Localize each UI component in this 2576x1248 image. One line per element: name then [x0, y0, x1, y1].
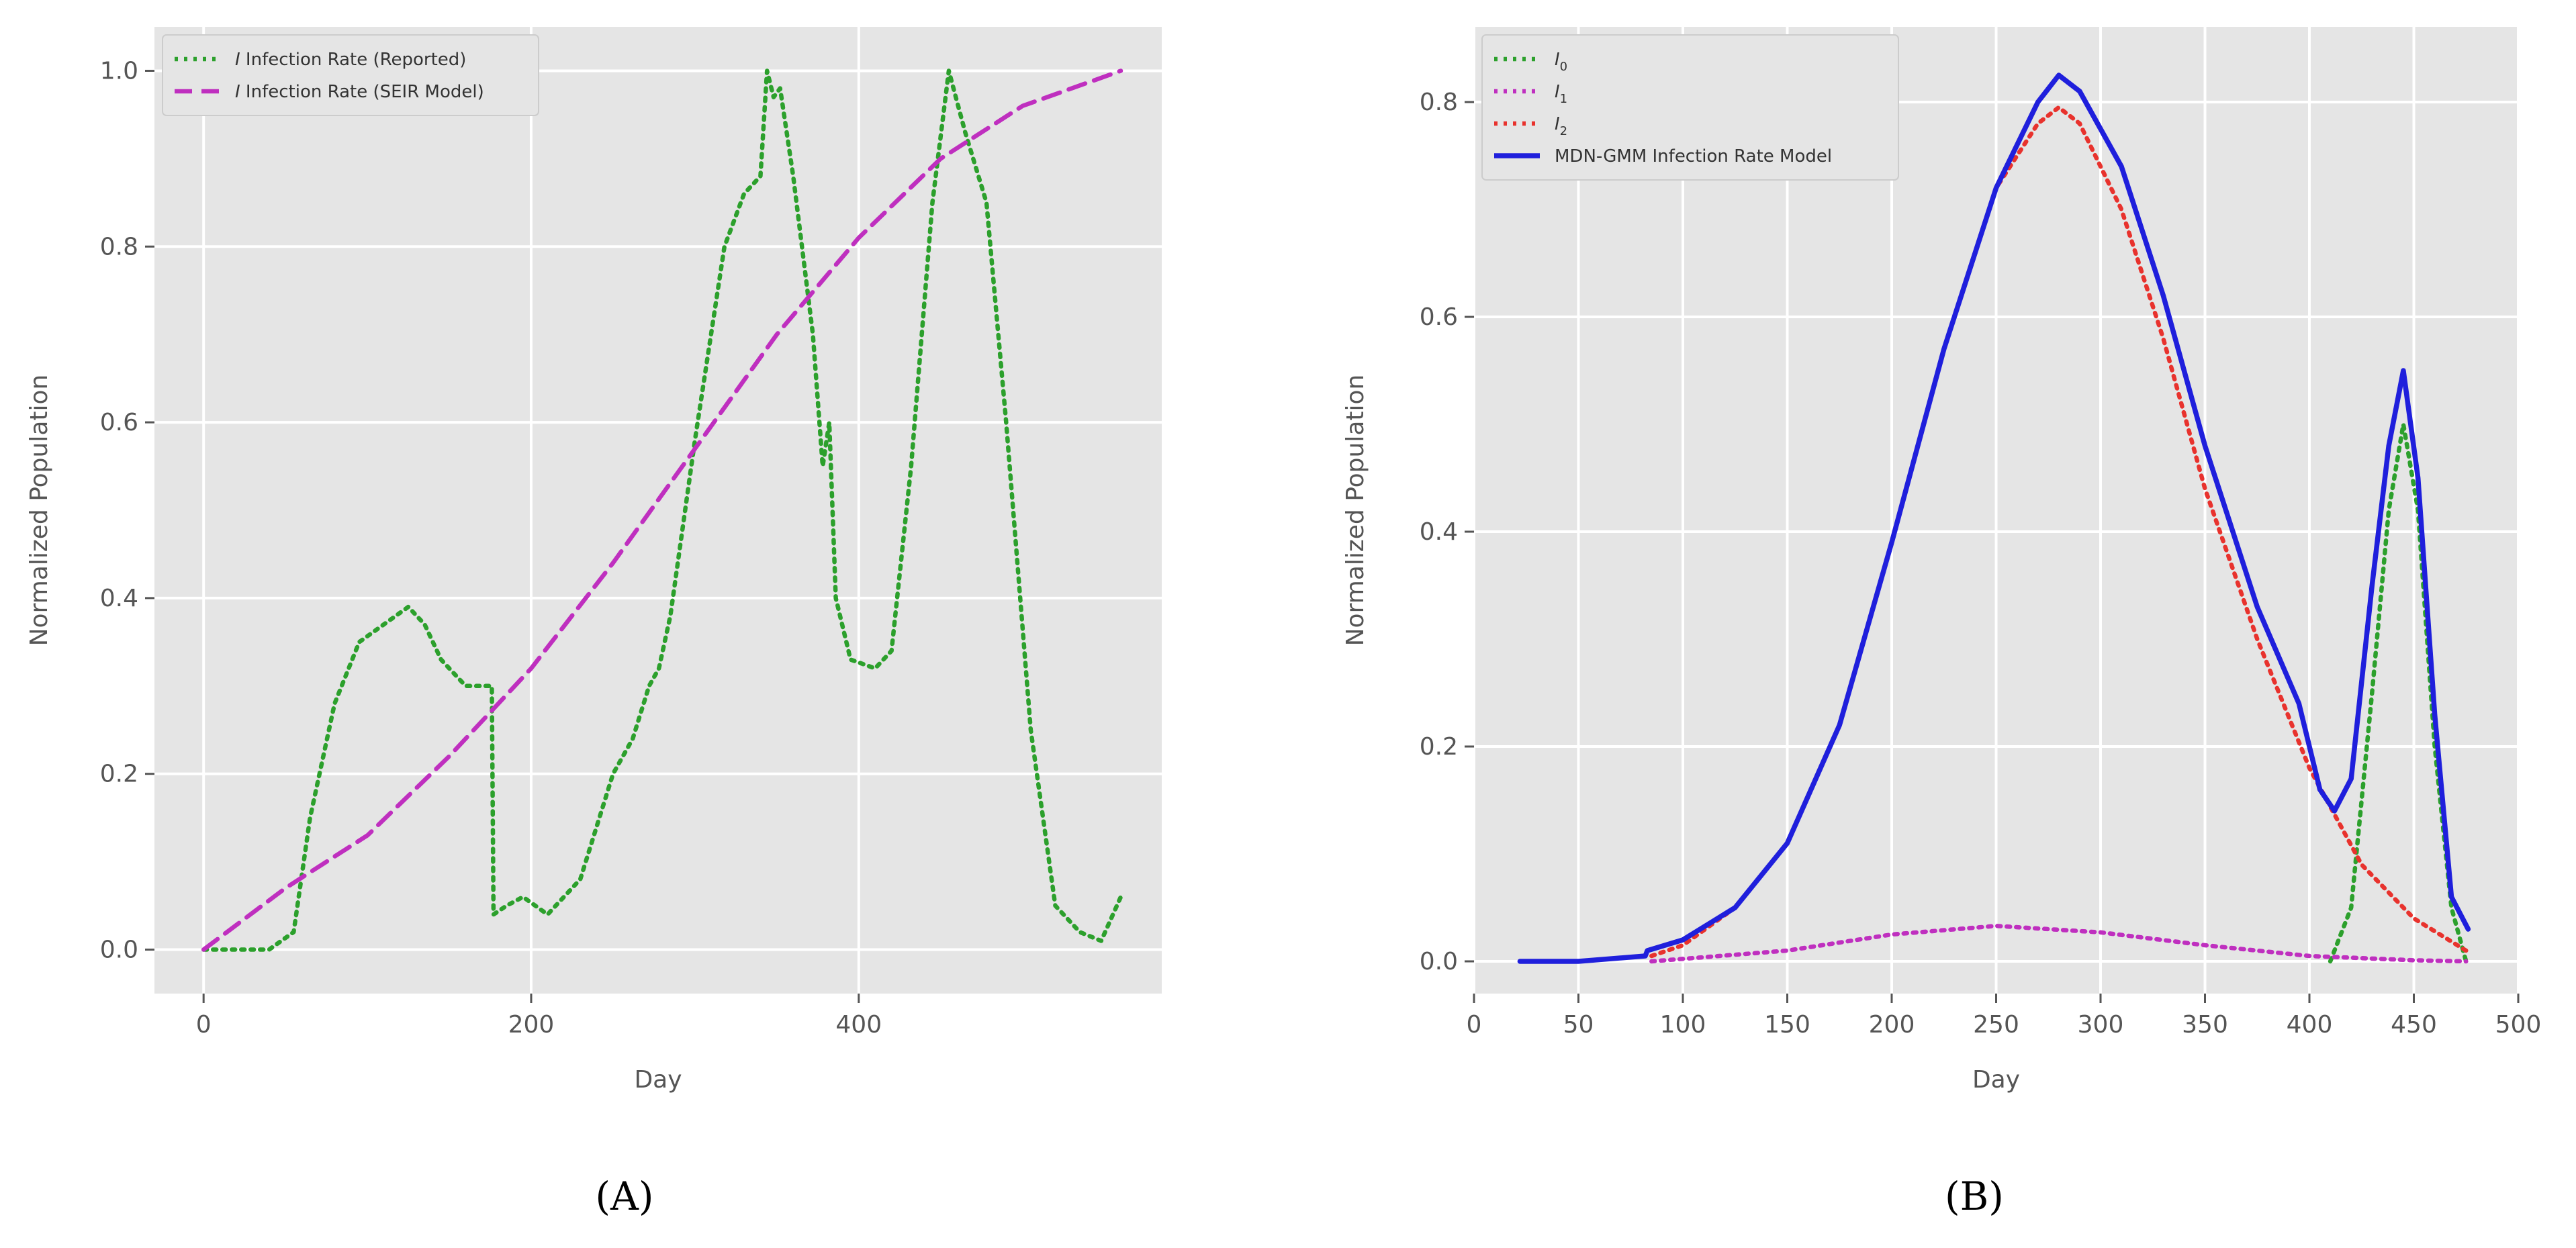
panel-a-y-tick-label: 0.8: [100, 233, 138, 260]
panel-a-y-tick-label: 0.6: [100, 409, 138, 436]
panel-b-chart: 0 50 100 150 200 250 300 350 400 450 500 0.0 0.2 0.4 0…: [1342, 27, 2541, 1094]
panel-a-legend-label-0: I Infection Rate (Reported): [235, 50, 466, 70]
panel-a-legend-box: [162, 34, 539, 116]
panel-b-x-tick-label: 200: [1869, 1011, 1915, 1039]
panel-a-series-line-0: [201, 68, 1123, 952]
panel-a-chart: 0 200 400 0.0 0.2 0.4 0.6 0.8 1.0 Day Normalized P…: [26, 27, 1162, 1094]
panel-b-y-tick-label: 0.0: [1420, 948, 1458, 975]
panel-b-x-tick-label: 150: [1764, 1011, 1810, 1039]
panel-b-x-tick-label: 250: [1973, 1011, 2019, 1039]
panel-a-series-line-1: [201, 68, 1123, 952]
panel-b-x-tick-label: 100: [1660, 1011, 1706, 1039]
panel-a-x-axis-label: Day: [634, 1066, 682, 1094]
panel-b-legend-box: [1481, 34, 1899, 181]
panel-b-legend-label-3: MDN-GMM Infection Rate Model: [1555, 146, 1832, 166]
panel-a-y-tick-label: 1.0: [100, 57, 138, 85]
panel-b-legend-label-1: I1: [1555, 82, 1567, 106]
panel-b-x-axis-label: Day: [1972, 1066, 2020, 1094]
panel-b-x-tick-label: 0: [1467, 1011, 1482, 1039]
panel-b-label: (B): [1945, 1173, 2004, 1219]
panel-b-x-tick-label: 400: [2287, 1011, 2333, 1039]
panel-a-label: (A): [595, 1173, 653, 1219]
panel-b-series-line-3: [1517, 73, 2471, 964]
panel-a-legend-label-1: I Infection Rate (SEIR Model): [235, 82, 484, 102]
panel-b-legend-label-2: I2: [1555, 114, 1567, 138]
panel-b-y-tick-label: 0.4: [1420, 518, 1458, 546]
panel-b-legend: I0 I1 I2 MDN-GMM Infection Rate Model: [1481, 34, 1899, 181]
panel-b-y-tick-label: 0.8: [1420, 89, 1458, 116]
panel-b-y-tick-label: 0.2: [1420, 733, 1458, 761]
panel-b-y-tick-label: 0.6: [1420, 303, 1458, 331]
panel-a-legend: I Infection Rate (Reported) I Infection R…: [162, 34, 539, 116]
panel-a-x-tick-label: 400: [835, 1011, 882, 1039]
panel-b-x-tick-label: 50: [1563, 1011, 1594, 1039]
panel-a-y-tick-label: 0.2: [100, 761, 138, 788]
panel-a-y-axis-label: Normalized Population: [26, 375, 53, 646]
panel-b-x-tick-label: 450: [2391, 1011, 2437, 1039]
panel-b-x-tick-label: 350: [2182, 1011, 2228, 1039]
panel-a-x-tick-label: 0: [196, 1011, 212, 1039]
panel-a-plot-area: [154, 27, 1162, 994]
panel-b-y-axis-label: Normalized Population: [1342, 375, 1369, 646]
panel-b-legend-label-0: I0: [1555, 50, 1567, 74]
panel-b-x-tick-label: 500: [2495, 1011, 2542, 1039]
panel-b-x-tick-label: 300: [2078, 1011, 2124, 1039]
panel-a-y-tick-label: 0.4: [100, 585, 138, 612]
panel-b-series-line-1: [1649, 923, 2469, 964]
panel-a-x-tick-label: 200: [508, 1011, 555, 1039]
panel-a-y-tick-label: 0.0: [100, 937, 138, 964]
